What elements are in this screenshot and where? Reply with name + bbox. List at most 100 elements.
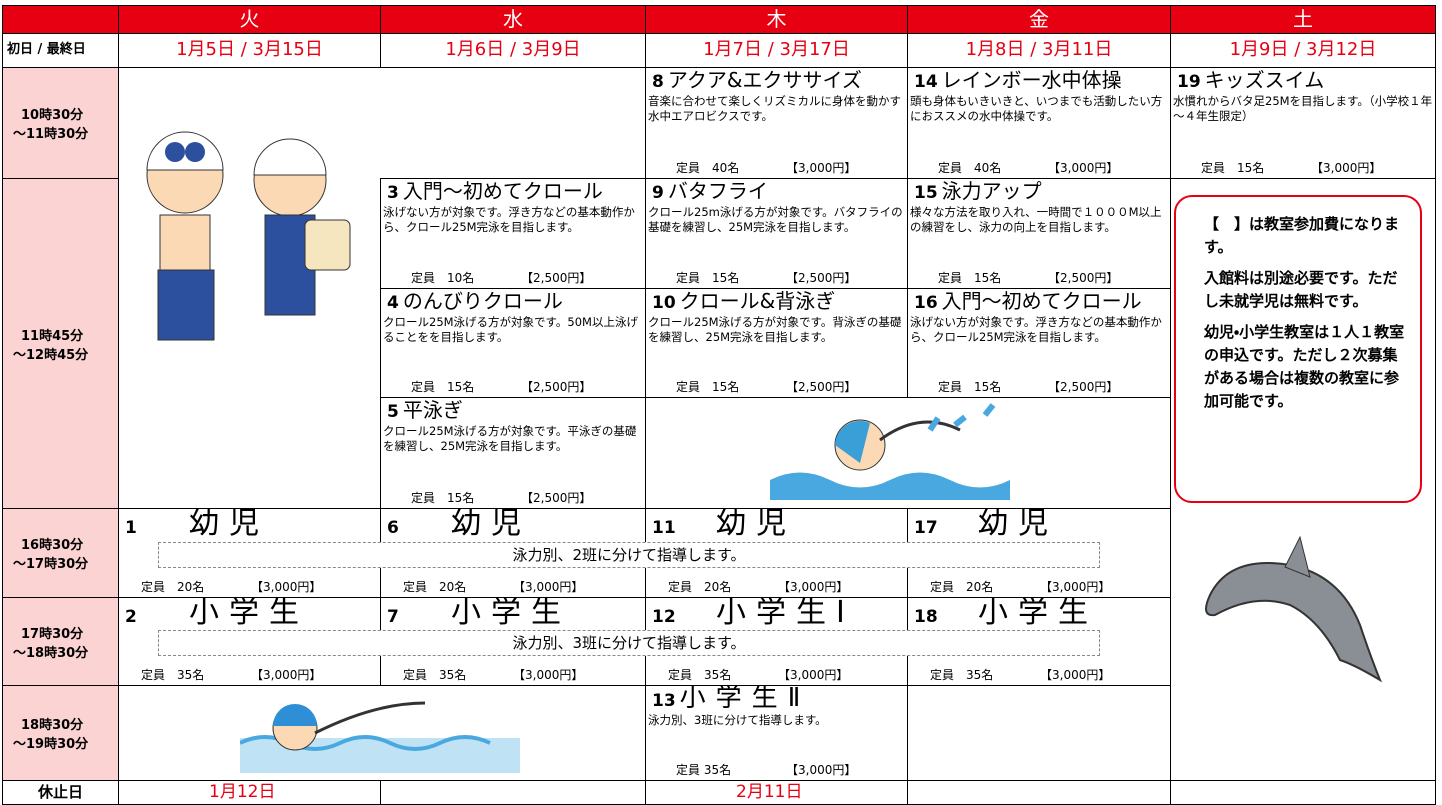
time-end: ～12時45分	[13, 347, 89, 363]
swimmer-illustration	[770, 403, 1010, 500]
fee: 【3,000円】	[778, 580, 849, 594]
class-capacity: 定員 40名 【3,000円】	[908, 159, 1170, 176]
day-header: 木	[645, 5, 908, 34]
time-end: ～11時30分	[13, 127, 89, 142]
capacity: 定員 20名	[141, 580, 205, 594]
class-desc: 頭も身体もいきいきと、いつまでも活動したい方におススメの水中体操です。	[910, 94, 1163, 123]
class-number: 6	[387, 518, 399, 538]
class-name: レインボー水中体操	[941, 68, 1122, 92]
day-header: 火	[118, 5, 381, 34]
class-cell: 4 のんびりクロール クロール25M泳げる方が対象です。50M以上泳げることをを目指…	[380, 288, 646, 398]
class-title: 9 バタフライ	[646, 179, 907, 205]
capacity: 定員 35名	[676, 763, 732, 777]
capacity: 定員 10名	[411, 271, 475, 285]
class-title: 10 クロール&背泳ぎ	[646, 289, 907, 315]
class-number: 11	[652, 518, 676, 538]
holiday-cell	[1170, 780, 1436, 805]
class-capacity: 定員 40名 【3,000円】	[646, 159, 907, 176]
fee: 【3,000円】	[1040, 580, 1111, 594]
image-area	[118, 685, 646, 781]
class-name: 小学生	[451, 597, 571, 630]
time-label: 10時30分 ～11時30分	[2, 67, 119, 179]
image-area	[645, 397, 1171, 509]
row-label: 休止日	[2, 780, 119, 805]
capacity: 定員 15名	[411, 491, 475, 505]
time-end: ～18時30分	[13, 645, 89, 661]
empty-cell	[907, 685, 1171, 781]
class-name: 幼児	[189, 508, 269, 541]
time-label: 16時30分 ～17時30分	[2, 508, 119, 598]
class-number: 4	[387, 293, 399, 313]
date-cell: 1月5日 / 3月15日	[118, 33, 381, 68]
fee: 【3,000円】	[513, 668, 584, 682]
class-title: 7 小学生	[381, 598, 645, 632]
fee: 【2,500円】	[521, 491, 592, 505]
holiday-cell: 2月11日	[645, 780, 908, 805]
class-title: 11 幼児	[646, 509, 907, 543]
class-name: キッズスイム	[1204, 68, 1325, 92]
class-cell: 5 平泳ぎ クロール25M泳げる方が対象です。平泳ぎの基礎を練習し、25M完泳を目指…	[380, 397, 646, 509]
class-title: 19 キッズスイム	[1171, 68, 1435, 94]
time-start: 16時30分	[21, 538, 84, 553]
class-title: 3 入門～初めてクロール	[381, 179, 645, 205]
class-capacity: 定員 15名 【2,500円】	[646, 378, 907, 395]
time-end: ～19時30分	[13, 737, 89, 752]
class-name: 小学生Ⅰ	[716, 597, 855, 630]
date-cell: 1月7日 / 3月17日	[645, 33, 908, 68]
note-line: 入館料は別途必要です。ただし未就学児は無料です。	[1204, 269, 1398, 310]
class-desc: クロール25M泳げる方が対象です。平泳ぎの基礎を練習し、25M完泳を目指します。	[383, 424, 637, 453]
class-capacity: 定員 15名 【2,500円】	[381, 489, 645, 506]
class-desc: クロール25M泳げる方が対象です。背泳ぎの基礎を練習し、25M完泳を目指します。	[648, 315, 902, 344]
class-title: 18 小学生	[908, 598, 1170, 632]
class-title: 5 平泳ぎ	[381, 398, 645, 424]
class-desc: 音楽に合わせて楽しくリズミカルに身体を動かす水中エアロビクスです。	[648, 94, 901, 123]
class-cell: 16 入門～初めてクロール 泳げない方が対象です。浮き方などの基本動作から、クロール…	[907, 288, 1171, 398]
class-name: アクア&エクササイズ	[667, 68, 862, 92]
holiday-cell: 1月12日	[118, 780, 381, 805]
class-number: 2	[125, 607, 137, 627]
class-cell: 9 バタフライ クロール25m泳げる方が対象です。バタフライの基礎を練習し、25M完…	[645, 178, 908, 289]
class-title: 1 幼児	[119, 509, 380, 543]
fee: 【2,500円】	[1048, 271, 1119, 285]
class-name: のんびりクロール	[402, 289, 563, 313]
class-name: 小学生	[978, 597, 1098, 630]
fee: 【3,000円】	[513, 580, 584, 594]
capacity: 定員 35名	[668, 668, 732, 682]
class-number: 10	[652, 293, 676, 313]
class-name: バタフライ	[667, 179, 768, 203]
capacity: 定員 15名	[411, 380, 475, 394]
row-label: 初日 / 最終日	[2, 33, 119, 68]
class-name: 平泳ぎ	[402, 398, 463, 422]
capacity: 定員 35名	[141, 668, 205, 682]
capacity: 定員 15名	[1201, 161, 1265, 175]
class-number: 19	[1177, 72, 1201, 92]
time-start: 17時30分	[21, 626, 84, 642]
capacity: 定員 15名	[676, 380, 740, 394]
fee: 【3,000円】	[251, 668, 322, 682]
class-number: 1	[125, 518, 137, 538]
fee: 【3,000円】	[1048, 161, 1119, 175]
class-capacity: 定員 15名 【2,500円】	[908, 269, 1170, 286]
time-label: 17時30分 ～18時30分	[2, 597, 119, 686]
class-title: 2 小学生	[119, 598, 380, 632]
date-cell: 1月8日 / 3月11日	[907, 33, 1171, 68]
class-capacity: 定員 15名 【3,000円】	[1171, 159, 1435, 176]
class-capacity: 定員 15名 【2,500円】	[908, 378, 1170, 395]
class-capacity: 定員 15名 【2,500円】	[646, 269, 907, 286]
class-capacity: 定員 35名 【3,000円】	[119, 666, 380, 683]
class-name: 幼児	[716, 508, 796, 541]
class-number: 18	[914, 607, 938, 627]
class-name: 幼児	[978, 508, 1058, 541]
fee: 【2,500円】	[786, 380, 857, 394]
class-capacity: 定員 35名 【3,000円】	[646, 666, 907, 683]
class-capacity: 定員 20名 【3,000円】	[908, 578, 1170, 595]
time-start: 10時30分	[21, 108, 84, 123]
class-desc: 泳げない方が対象です。浮き方などの基本動作から、クロール25M完泳を目指します。	[383, 205, 635, 234]
fee: 【3,000円】	[786, 161, 857, 175]
class-title: 13 小学生Ⅱ	[646, 686, 907, 713]
note-line: 【 】は教室参加費になります。	[1204, 215, 1400, 256]
date-cell: 1月6日 / 3月9日	[380, 33, 646, 68]
kids-illustration	[146, 131, 351, 341]
class-cell: 1 幼児 定員 20名 【3,000円】	[118, 508, 381, 598]
